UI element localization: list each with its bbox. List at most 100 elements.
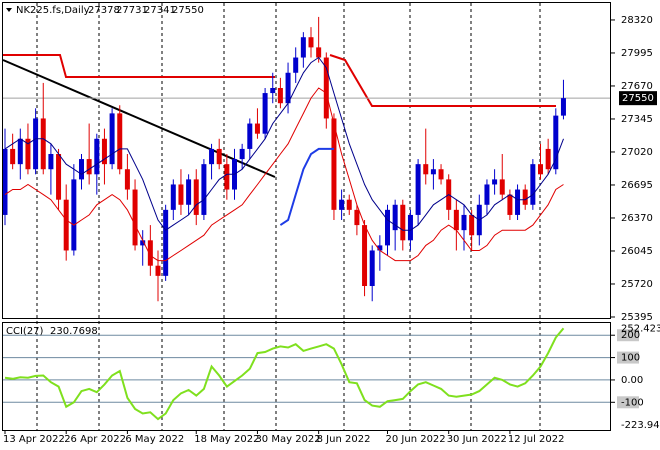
candle-body <box>124 169 130 190</box>
candle-body <box>453 209 459 231</box>
y-tick-label: 26045 <box>621 246 653 257</box>
candle-body <box>140 240 146 246</box>
candle-body <box>385 209 390 246</box>
candle-body <box>499 179 505 195</box>
candle-body <box>224 164 230 190</box>
candle-body <box>132 189 138 246</box>
candle-body <box>109 113 115 165</box>
candle-body <box>163 209 169 276</box>
candle-body <box>522 189 528 205</box>
y-tick-label: 27670 <box>621 81 653 92</box>
y-tick-label: 200 <box>621 330 640 341</box>
candle-body <box>56 154 62 200</box>
candle-body <box>48 154 54 170</box>
x-tick-label: 20 Jun 2022 <box>386 434 446 445</box>
candle-body <box>193 179 199 215</box>
candle-body <box>86 159 92 175</box>
separators <box>36 3 541 430</box>
y-tick-label: 25395 <box>621 312 653 323</box>
candle-body <box>40 118 46 170</box>
ohlc-close: 27550 <box>172 5 204 16</box>
x-tick-label: 6 May 2022 <box>125 434 184 445</box>
y-tick-label: 26695 <box>621 180 653 191</box>
candle-body <box>117 113 123 170</box>
price-frame <box>2 2 611 319</box>
indicator-line <box>4 56 564 231</box>
candle-body <box>415 164 421 215</box>
candle-body <box>101 138 107 165</box>
candle-body <box>423 164 429 175</box>
candle-body <box>33 118 39 170</box>
last-price-label: 27550 <box>622 93 654 104</box>
candle-body <box>10 148 16 165</box>
candle-body <box>201 164 207 215</box>
candle-body <box>316 47 322 58</box>
candle-body <box>377 245 383 251</box>
candle-body <box>362 225 368 287</box>
candle-body <box>94 138 100 175</box>
candle-body <box>239 148 245 160</box>
candle-body <box>538 164 543 175</box>
candle-body <box>277 87 283 104</box>
candle-body <box>247 123 253 149</box>
candle-body <box>354 209 360 226</box>
y-tick-box <box>617 329 639 342</box>
x-tick-label: 18 May 2022 <box>194 434 259 445</box>
candle-body <box>270 87 276 94</box>
candle-body <box>216 148 222 165</box>
candle-body <box>346 199 352 210</box>
candle-body <box>178 184 184 205</box>
y-tick-label: 27020 <box>621 147 653 158</box>
menu-arrow[interactable] <box>6 8 12 12</box>
y-limit-label: -223.949 <box>621 420 660 431</box>
chart-title: NK225.fs,Daily <box>16 5 90 16</box>
candle-body <box>17 138 23 165</box>
indicator-line <box>4 87 564 262</box>
candle-body <box>407 214 413 241</box>
y-tick-label: 27345 <box>621 114 653 125</box>
y-tick-label: 0.00 <box>621 375 643 386</box>
candle-body <box>79 159 84 180</box>
candle-body <box>545 148 551 170</box>
y-tick-label: 28320 <box>621 15 653 26</box>
candle-body <box>254 123 260 134</box>
resistance-line <box>329 54 556 107</box>
candle-body <box>492 179 498 185</box>
ohlc-open: 27378 <box>88 5 120 16</box>
candle-body <box>507 194 513 215</box>
y-tick-label: 100 <box>621 353 640 364</box>
candle-body <box>323 57 329 119</box>
candle-body <box>25 138 31 170</box>
candle-body <box>147 240 153 266</box>
x-tick-label: 30 May 2022 <box>255 434 320 445</box>
y-tick-box <box>617 396 639 409</box>
candle-body <box>339 199 345 210</box>
y-tick-label: 25720 <box>621 279 653 290</box>
candle-body <box>430 169 436 175</box>
cci-value: 230.7698 <box>50 326 98 337</box>
candle-body <box>553 115 559 170</box>
resistance-line <box>3 54 275 78</box>
candle-body <box>293 57 299 73</box>
cci-line <box>4 327 565 421</box>
last-price-box <box>619 91 657 106</box>
candle-body <box>530 164 536 205</box>
candle-body <box>285 72 291 104</box>
candle-body <box>400 204 406 241</box>
candle-body <box>484 184 490 205</box>
ohlc-high: 27731 <box>116 5 148 16</box>
candle-body <box>170 184 176 210</box>
x-tick-label: 26 Apr 2022 <box>64 434 126 445</box>
candle-body <box>438 169 444 180</box>
candle-body <box>186 179 192 205</box>
candle-body <box>331 118 337 210</box>
trend-line <box>2 59 276 178</box>
x-tick-label: 13 Apr 2022 <box>3 434 65 445</box>
indicator-line <box>279 147 334 226</box>
candle-body <box>155 265 161 276</box>
y-limit-label: 252.4231 <box>621 324 660 335</box>
cci-title: CCI(27) <box>6 326 44 337</box>
candle-body <box>71 179 77 251</box>
candle-body <box>461 214 467 231</box>
